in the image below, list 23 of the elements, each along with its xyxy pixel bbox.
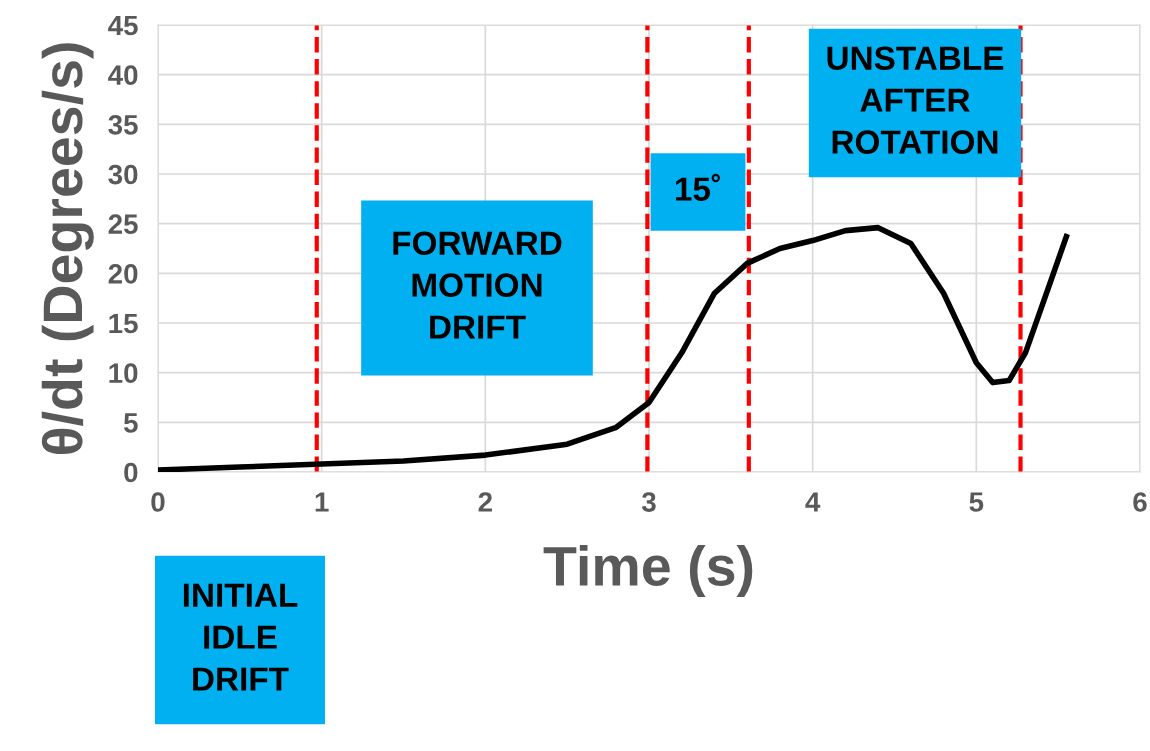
y-tick-label: 30 [108,164,138,185]
y-tick-label: 45 [108,15,138,36]
y-tick-label: 10 [109,363,138,384]
y-tick-label: 20 [108,264,138,284]
x-tick-label: 1 [315,492,329,512]
text: INITIAL IDLE DRIFT [183,583,298,691]
x-axis-title: Time (s) [543,545,753,597]
x-tick-label: 6 [1133,492,1147,512]
x-tick-label: 2 [478,492,492,512]
y-tick-label: 15 [109,313,138,334]
y-tick-label: 0 [124,462,138,483]
annotation: 15˚ [676,173,720,201]
x-tick-label: 3 [641,492,656,512]
y-tick-label: 5 [123,413,138,433]
x-tick-label: 5 [969,492,984,512]
y-tick-label: 25 [108,214,138,235]
y-tick-label: 40 [108,65,138,86]
x-tick-label: 4 [805,492,821,512]
annotation: UNSTABLE AFTER ROTATION [827,46,1004,154]
x-tick-label: 0 [151,492,165,512]
y-axis-title: θ/dt (Degrees/s) [41,43,94,455]
annotation: FORWARD MOTION DRIFT [393,231,562,339]
y-tick-label: 35 [108,115,138,135]
